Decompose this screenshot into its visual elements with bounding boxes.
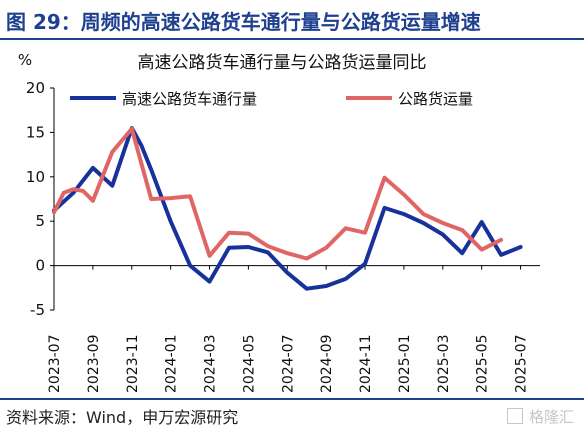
x-tick-label: 2023-07 [47, 335, 63, 394]
x-tick-label: 2023-11 [125, 335, 141, 394]
source-rule [0, 398, 584, 400]
y-tick-label: 5 [35, 212, 45, 230]
watermark-text: 格隆汇 [528, 408, 574, 426]
legend-label-1: 高速公路货车通行量 [122, 90, 257, 108]
x-tick-label: 2025-03 [436, 335, 452, 394]
chart: 高速公路货车通行量与公路货运量同比 % -5 0 5 10 15 20 2023-07 202… [18, 51, 540, 393]
x-tick-label: 2024-11 [358, 335, 374, 394]
y-tick-label: 0 [35, 257, 45, 275]
watermark-logo-icon [506, 408, 523, 424]
figure-header: 图 29：周频的高速公路货车通行量与公路货运量增速 [0, 0, 584, 40]
y-tick-label: -5 [30, 301, 45, 319]
x-tick-label: 2025-01 [397, 335, 413, 394]
x-tick-label: 2024-07 [280, 335, 296, 394]
y-axis-unit-label: % [18, 51, 32, 69]
x-tick-label: 2025-05 [475, 335, 491, 394]
series-line-2 [52, 126, 504, 261]
x-tick-label: 2024-05 [241, 335, 257, 394]
series-line-1 [52, 126, 523, 291]
x-tick-label: 2024-03 [203, 335, 219, 394]
source-note: 资料来源：Wind，申万宏源研究 [6, 408, 239, 427]
y-tick-label: 10 [26, 168, 45, 186]
title-rule [0, 38, 584, 40]
chart-title: 高速公路货车通行量与公路货运量同比 [138, 53, 427, 73]
series-layer [52, 126, 523, 291]
y-tick-label: 15 [26, 123, 45, 141]
x-tick-label: 2024-01 [164, 335, 180, 394]
x-tick-label: 2025-07 [514, 335, 530, 394]
legend-label-2: 公路货运量 [398, 90, 473, 108]
y-tick-label: 20 [26, 79, 45, 97]
x-tick-label: 2024-09 [319, 335, 335, 394]
axes-layer: -5 0 5 10 15 20 2023-07 2023-09 2023-11 2024-01 20… [26, 79, 540, 393]
figure-title: 图 29：周频的高速公路货车通行量与公路货运量增速 [6, 10, 481, 34]
legend: 高速公路货车通行量 公路货运量 [70, 90, 473, 108]
x-tick-label: 2023-09 [86, 335, 102, 394]
watermark: 格隆汇 [506, 406, 574, 427]
